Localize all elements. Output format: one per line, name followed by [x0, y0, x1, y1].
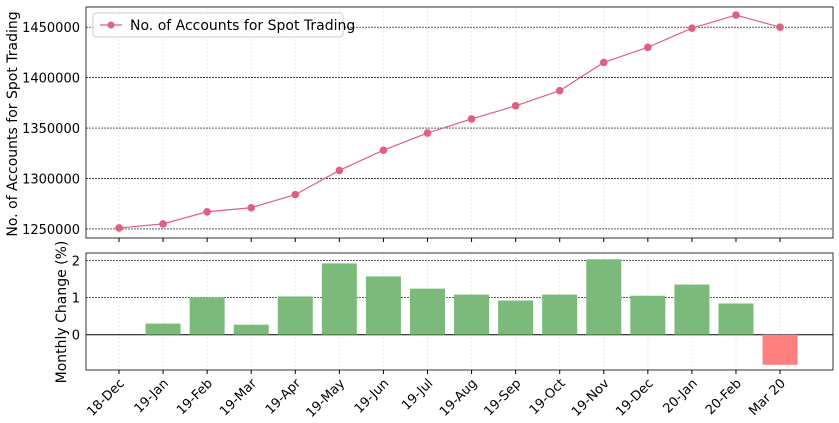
legend-label: No. of Accounts for Spot Trading: [130, 18, 355, 34]
bottom-y-axis-label: Monthly Change (%): [54, 241, 70, 384]
x-tick-label: 19-Sep: [482, 376, 525, 419]
bar: [762, 334, 798, 365]
x-tick-label: 19-Mar: [217, 376, 260, 419]
x-tick-label: 19-Feb: [174, 376, 216, 418]
top-axes-frame: [85, 6, 834, 239]
data-point: [644, 43, 652, 52]
bar: [409, 288, 445, 335]
data-point: [511, 102, 520, 110]
accounts-line-chart: 1250000 1300000 1350000 1400000 1450000: [22, 6, 834, 242]
y-tick-label: 1450000: [22, 21, 80, 36]
bar: [321, 263, 357, 335]
data-point: [599, 58, 608, 67]
bar: [542, 294, 578, 335]
x-tick-label: 19-Jun: [352, 376, 393, 417]
bar: [498, 300, 534, 335]
x-tick-label: 19-Oct: [527, 376, 569, 418]
x-tick-label: 19-Nov: [569, 376, 613, 420]
series-line: [118, 14, 781, 229]
y-tick-label: 1400000: [22, 72, 80, 87]
x-tick-label: 19-Jul: [399, 376, 436, 413]
data-point: [291, 190, 300, 199]
bar: [586, 259, 622, 335]
y-tick-label: 1300000: [22, 172, 80, 187]
data-point: [555, 86, 564, 95]
x-tick-label: 19-Aug: [437, 376, 480, 419]
data-point: [335, 166, 344, 175]
data-point: [776, 23, 784, 31]
x-tick-label: 20-Feb: [703, 376, 745, 418]
x-tick-label: 18-Dec: [84, 376, 127, 419]
y-tick-label: 0: [72, 329, 80, 344]
bar: [674, 284, 710, 335]
x-tick-label: 19-May: [304, 376, 349, 421]
bar: [233, 324, 269, 335]
data-point: [379, 146, 388, 155]
bar: [365, 276, 401, 335]
top-y-axis-label: No. of Accounts for Spot Trading: [5, 11, 21, 236]
data-point: [159, 220, 167, 228]
legend: No. of Accounts for Spot Trading: [92, 12, 355, 38]
bar: [718, 303, 754, 335]
legend-marker: [107, 21, 115, 29]
bottom-axes-frame: [85, 252, 834, 371]
x-tick-label: 19-Jan: [132, 376, 172, 416]
bar: [145, 323, 181, 335]
x-tick-label: 19-Apr: [263, 376, 305, 418]
x-tick-label: Mar 20: [746, 376, 789, 419]
data-point: [247, 203, 256, 212]
data-point: [732, 11, 740, 19]
y-tick-label: 1350000: [22, 122, 80, 137]
x-tick-label: 19-Dec: [613, 376, 656, 419]
data-point: [688, 24, 696, 32]
bar: [189, 297, 225, 335]
x-tick-label: 20-Jan: [660, 376, 700, 416]
bar: [630, 295, 666, 335]
bar: [277, 296, 313, 335]
y-tick-label: 2: [72, 254, 80, 269]
data-point: [467, 115, 476, 123]
y-tick-label: 1250000: [22, 223, 80, 238]
bar: [454, 294, 490, 335]
data-point: [115, 224, 123, 232]
y-tick-label: 1: [72, 292, 80, 307]
data-point: [423, 129, 432, 137]
data-point: [203, 207, 211, 216]
